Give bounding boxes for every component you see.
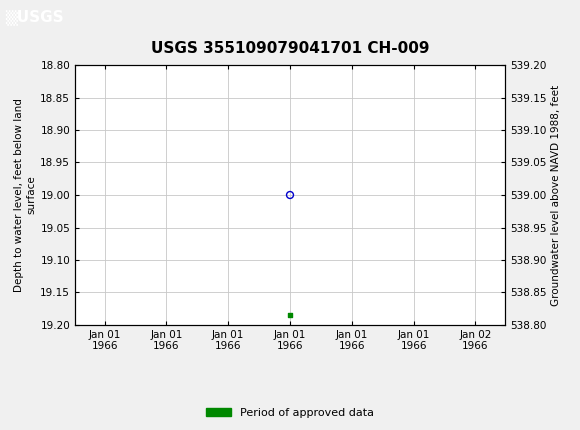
Legend: Period of approved data: Period of approved data xyxy=(202,403,378,422)
Point xyxy=(285,312,295,319)
Point xyxy=(285,191,295,198)
Text: ▒USGS: ▒USGS xyxy=(5,9,63,25)
Y-axis label: Groundwater level above NAVD 1988, feet: Groundwater level above NAVD 1988, feet xyxy=(550,84,560,306)
Text: USGS 355109079041701 CH-009: USGS 355109079041701 CH-009 xyxy=(151,41,429,56)
Y-axis label: Depth to water level, feet below land
surface: Depth to water level, feet below land su… xyxy=(14,98,36,292)
